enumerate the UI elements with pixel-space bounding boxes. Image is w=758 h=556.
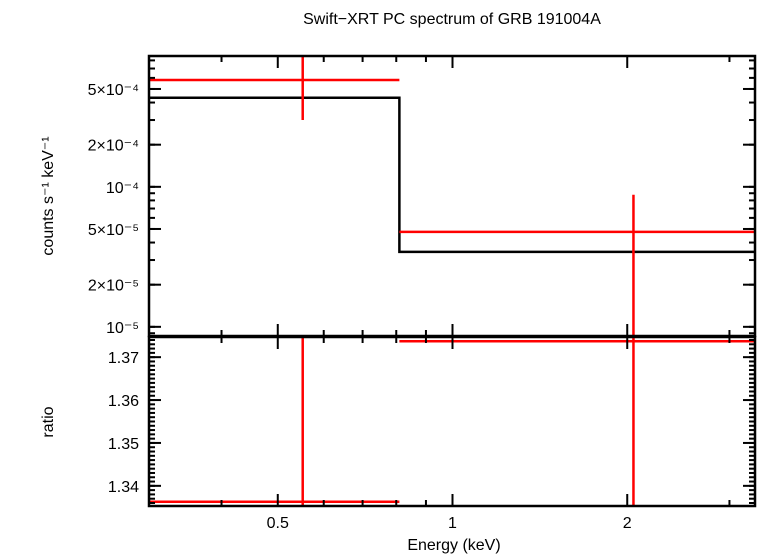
axes: 5×10⁻⁴ 2×10⁻⁴ 10⁻⁴ 5×10⁻⁵ 2×10⁻⁵ 10⁻⁵ 1.37 1.36… — [88, 54, 757, 532]
model-line — [149, 96, 755, 254]
x-tick-label: 1 — [448, 515, 457, 532]
x-tick-label: 2 — [623, 515, 632, 532]
ratio-frame — [147, 335, 757, 508]
x-tick-label: 0.5 — [267, 515, 289, 532]
y-axis-label-spectrum: counts s⁻¹ keV⁻¹ — [40, 136, 57, 255]
y-tick-label: 1.36 — [108, 393, 139, 410]
y-tick-label: 10⁻⁵ — [106, 320, 139, 337]
y-tick-label: 5×10⁻⁵ — [88, 222, 139, 239]
chart-title: Swift−XRT PC spectrum of GRB 191004A — [303, 11, 601, 28]
x-axis-label: Energy (keV) — [407, 537, 500, 554]
y-tick-label: 1.37 — [108, 350, 139, 367]
spectrum-plot-area — [149, 56, 755, 336]
y-tick-label: 2×10⁻⁵ — [88, 278, 139, 295]
y-tick-label: 10⁻⁴ — [106, 180, 139, 197]
y-axis-label-ratio: ratio — [40, 406, 57, 437]
y-tick-label: 5×10⁻⁴ — [88, 82, 139, 99]
spectrum-panel — [149, 56, 755, 336]
ratio-panel — [149, 337, 755, 506]
y-tick-label: 1.35 — [108, 436, 139, 453]
y-tick-label: 1.34 — [108, 479, 139, 496]
y-tick-label: 2×10⁻⁴ — [88, 138, 139, 155]
ratio-plot-area — [149, 337, 755, 506]
